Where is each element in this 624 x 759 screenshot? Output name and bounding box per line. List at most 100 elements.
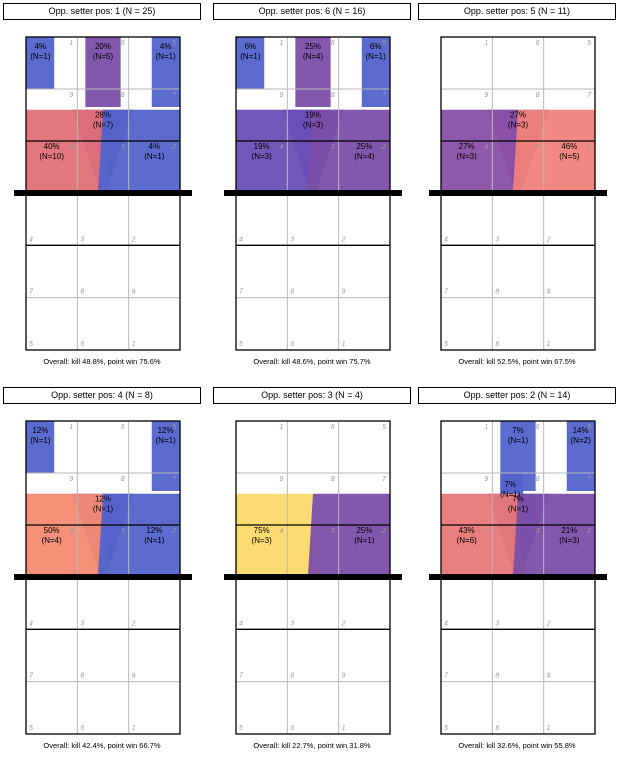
court-chart: 1463529788794536217%(N=1)14%(N=2)7%(N=1)… <box>429 420 607 735</box>
zone-number: 4 <box>444 620 448 627</box>
zone-n-label: (N=7) <box>93 121 114 130</box>
zone-pct-label: 40% <box>44 142 60 151</box>
zone-fill-4 <box>26 109 109 193</box>
court-chart: 1463529788794536214%(N=1)20%(N=5)4%(N=1)… <box>14 36 192 351</box>
zone-number: 4 <box>29 236 33 243</box>
panel-title: Opp. setter pos: 4 (N = 8) <box>3 387 201 404</box>
zone-n-label: (N=4) <box>42 536 63 545</box>
zone-number: 3 <box>121 528 125 535</box>
zone-pct-label: 4% <box>149 142 161 151</box>
zone-n-label: (N=3) <box>252 536 273 545</box>
zone-number: 6 <box>290 341 294 348</box>
panel-title: Opp. setter pos: 1 (N = 25) <box>3 3 201 20</box>
zone-number: 2 <box>586 144 591 151</box>
zone-number: 3 <box>536 528 540 535</box>
zone-number: 6 <box>536 424 540 431</box>
zone-number: 1 <box>279 40 283 47</box>
net-bar <box>429 190 607 196</box>
zone-number: 9 <box>69 92 73 99</box>
panel-title: Opp. setter pos: 3 (N = 4) <box>213 387 411 404</box>
zone-number: 8 <box>290 289 294 296</box>
zone-pct-label: 7% <box>512 426 524 435</box>
zone-n-label: (N=1) <box>240 52 261 61</box>
zone-number: 3 <box>331 528 335 535</box>
zone-pct-label: 27% <box>510 111 526 120</box>
zone-fill-4 <box>441 109 524 193</box>
zone-number: 7 <box>587 476 592 483</box>
zone-pct-label: 50% <box>44 526 60 535</box>
zone-number: 9 <box>484 92 488 99</box>
panel-0: Opp. setter pos: 1 (N = 25) 1 4 6 3 5 2 9 7 8 8 7 9… <box>3 0 201 375</box>
net-bar <box>224 190 402 196</box>
zone-number: 3 <box>290 620 294 627</box>
zone-number: 1 <box>69 424 73 431</box>
zone-pct-label: 4% <box>35 42 47 51</box>
zone-number: 1 <box>342 341 346 348</box>
zone-number: 2 <box>341 620 346 627</box>
zone-pct-label: 21% <box>561 526 577 535</box>
zone-number: 5 <box>587 424 591 431</box>
zone-n-label: (N=6) <box>457 536 478 545</box>
zone-fill-4 <box>26 493 109 577</box>
zone-number: 8 <box>121 92 125 99</box>
zone-number: 5 <box>444 725 448 732</box>
zone-number: 7 <box>444 673 449 680</box>
panel-title: Opp. setter pos: 5 (N = 11) <box>418 3 616 20</box>
zone-number: 7 <box>239 289 244 296</box>
zone-number: 8 <box>80 289 84 296</box>
panel-footer: Overall: kill 52.5%, point win 67.5% <box>458 357 576 366</box>
zone-number: 7 <box>172 92 177 99</box>
zone-number: 2 <box>546 620 551 627</box>
zone-pct-label: 12% <box>158 426 174 435</box>
zone-number: 4 <box>69 144 73 151</box>
zone-n-label: (N=1) <box>156 52 177 61</box>
zone-fill-2 <box>97 493 180 577</box>
zone-number: 2 <box>171 528 176 535</box>
zone-number: 8 <box>536 92 540 99</box>
panel-footer: Overall: kill 42.4%, point win 66.7% <box>43 741 161 750</box>
zone-number: 3 <box>536 144 540 151</box>
zone-n-label: (N=3) <box>252 152 273 161</box>
zone-number: 7 <box>382 476 387 483</box>
zone-n-label: (N=1) <box>30 436 51 445</box>
zone-number: 4 <box>279 528 283 535</box>
zone-number: 5 <box>382 424 386 431</box>
zone-n-label: (N=1) <box>354 536 375 545</box>
zone-number: 6 <box>121 40 125 47</box>
zone-n-label: (N=1) <box>30 52 51 61</box>
zone-number: 9 <box>342 673 346 680</box>
court-chart: 1 4 6 3 5 2 9 7 8 8 7 9 4 5 3 6 2 1 75%(N=3) 25%(N=1) <box>224 420 402 735</box>
zone-number: 9 <box>484 476 488 483</box>
zone-number: 5 <box>587 40 591 47</box>
zone-fill-2 <box>512 109 595 193</box>
zone-number: 7 <box>172 476 177 483</box>
zone-number: 6 <box>80 341 84 348</box>
zone-fill-5 <box>26 421 55 473</box>
zone-number: 5 <box>172 40 176 47</box>
zone-pct-label: 75% <box>254 526 270 535</box>
zone-number: 6 <box>121 424 125 431</box>
zone-n-label: (N=1) <box>144 152 165 161</box>
zone-number: 7 <box>29 289 34 296</box>
zone-n-label: (N=3) <box>559 536 580 545</box>
zone-number: 1 <box>484 424 488 431</box>
net-bar <box>429 574 607 580</box>
zone-n-label: (N=3) <box>457 152 478 161</box>
zone-n-label: (N=1) <box>156 436 177 445</box>
zone-number: 3 <box>80 236 84 243</box>
zone-number: 9 <box>279 92 283 99</box>
zone-pct-label: 28% <box>95 111 111 120</box>
panel-footer: Overall: kill 48.8%, point win 75.6% <box>43 357 161 366</box>
zone-number: 1 <box>132 341 136 348</box>
zone-number: 5 <box>29 725 33 732</box>
zone-number: 1 <box>342 725 346 732</box>
zone-pct-label: 25% <box>356 526 372 535</box>
zone-number: 7 <box>29 673 34 680</box>
zone-number: 3 <box>495 620 499 627</box>
zone-number: 9 <box>132 673 136 680</box>
zone-number: 5 <box>29 341 33 348</box>
zone-pct-label: 6% <box>245 42 257 51</box>
panel-title: Opp. setter pos: 6 (N = 16) <box>213 3 411 20</box>
zone-number: 3 <box>290 236 294 243</box>
zone-pct-label: 43% <box>459 526 475 535</box>
